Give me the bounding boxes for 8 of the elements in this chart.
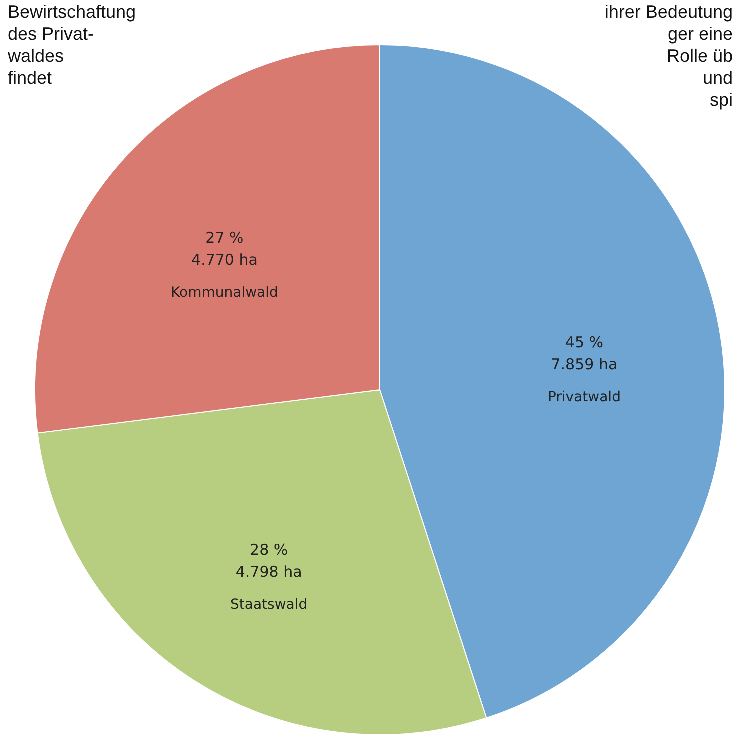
text: ihrer Bedeutung ger eine Rolle üb und spi: [604, 2, 733, 110]
text: Bewirtschaftung des Privat- waldes findet: [7, 2, 136, 88]
data-label: 28 % 4.798 ha: [236, 540, 302, 581]
slice-label: Privatwald: [548, 390, 621, 406]
slice-label: Kommunalwald: [171, 285, 278, 302]
data-label: 45 % 7.859 ha: [551, 334, 618, 374]
data-label: 27 % 4.770 ha: [192, 229, 258, 270]
slice-label: Staatswald: [230, 596, 308, 613]
